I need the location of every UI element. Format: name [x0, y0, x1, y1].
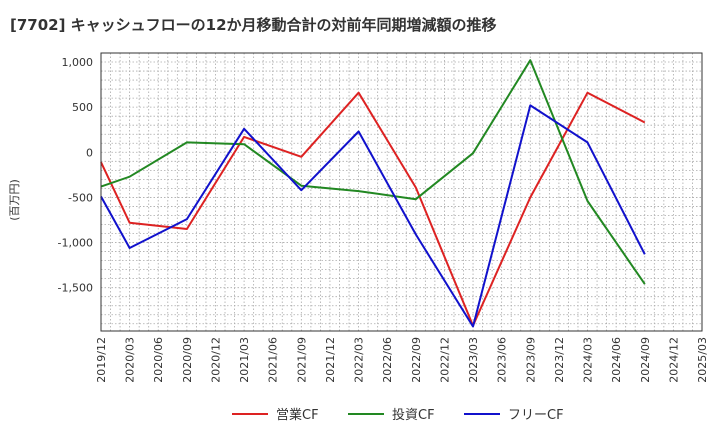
x-tick-label: 2019/12	[95, 337, 108, 383]
x-tick-label: 2023/03	[467, 337, 480, 383]
x-tick-label: 2021/03	[238, 337, 251, 383]
x-tick-label: 2020/06	[152, 337, 165, 383]
x-tick-label: 2025/03	[696, 337, 709, 383]
series-lines	[100, 59, 646, 328]
y-tick-label: -1,000	[58, 237, 93, 250]
y-tick-label: 0	[86, 146, 93, 159]
x-tick-label: 2024/03	[582, 337, 595, 383]
x-tick-label: 2022/06	[381, 337, 394, 383]
y-tick-label: 1,000	[62, 56, 94, 69]
x-tick-labels: 2019/12 2020/03 2020/06 2020/09 2020/12 2021/…	[95, 337, 709, 383]
x-tick-label: 2023/06	[496, 337, 509, 383]
x-tick-label: 2024/12	[667, 337, 680, 383]
x-tick-label: 2021/12	[324, 337, 337, 383]
legend-label: 営業CF	[276, 407, 319, 423]
y-tick-label: 500	[72, 101, 93, 114]
series-line-投資CF	[100, 59, 646, 285]
x-tick-label: 2022/03	[353, 337, 366, 383]
x-tick-label: 2022/09	[410, 337, 423, 383]
x-tick-label: 2020/03	[124, 337, 137, 383]
x-tick-label: 2023/12	[553, 337, 566, 383]
chart-title: [7702] キャッシュフローの12か月移動合計の対前年同期増減額の推移	[10, 16, 497, 34]
grid	[101, 53, 702, 331]
legend: 営業CF 投資CF フリーCF	[232, 407, 564, 423]
plot-frame	[100, 52, 703, 332]
x-tick-label: 2022/12	[438, 337, 451, 383]
y-axis-label: (百万円)	[8, 179, 21, 221]
series-line-フリーCF	[100, 104, 646, 328]
y-tick-labels: 1,000 500 0 -500 -1,000 -1,500	[58, 56, 93, 295]
x-tick-label: 2024/06	[610, 337, 623, 383]
y-tick-label: -500	[68, 191, 93, 204]
x-tick-label: 2021/09	[295, 337, 308, 383]
series-line-営業CF	[100, 91, 646, 327]
legend-label: 投資CF	[392, 407, 435, 423]
x-tick-label: 2020/09	[181, 337, 194, 383]
x-tick-label: 2023/09	[524, 337, 537, 383]
x-tick-label: 2020/12	[209, 337, 222, 383]
x-tick-label: 2024/09	[639, 337, 652, 383]
legend-label: フリーCF	[508, 408, 564, 423]
y-tick-label: -1,500	[58, 282, 93, 295]
x-tick-label: 2021/06	[267, 337, 280, 383]
